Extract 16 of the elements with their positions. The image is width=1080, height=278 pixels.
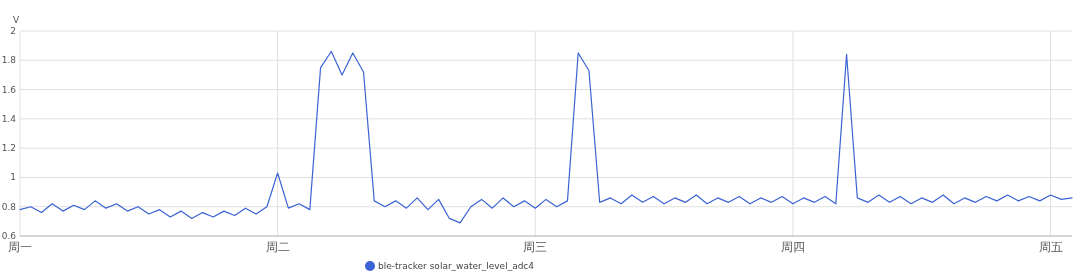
y-tick-label: 0.8 — [1, 201, 17, 212]
x-tick-label: 周四 — [780, 240, 805, 254]
y-tick-label: 1.2 — [1, 143, 16, 154]
y-tick-label: 1 — [10, 172, 16, 183]
x-tick-label: 周二 — [265, 240, 290, 254]
y-tick-label: 1.6 — [1, 84, 17, 95]
y-tick-label: 1.4 — [1, 113, 17, 124]
line-series — [19, 50, 1073, 224]
legend-label: ble-tracker solar_water_level_adc4 — [378, 261, 535, 271]
x-tick-label: 周三 — [523, 240, 548, 254]
x-tick-label: 周五 — [1038, 240, 1063, 254]
y-tick-label: 2 — [10, 26, 16, 36]
x-tick-label: 周一 — [8, 240, 32, 254]
y-tick-label: 1.8 — [1, 55, 17, 66]
y-tick-label: 0.6 — [1, 231, 17, 241]
y-axis-title: V — [12, 15, 20, 25]
